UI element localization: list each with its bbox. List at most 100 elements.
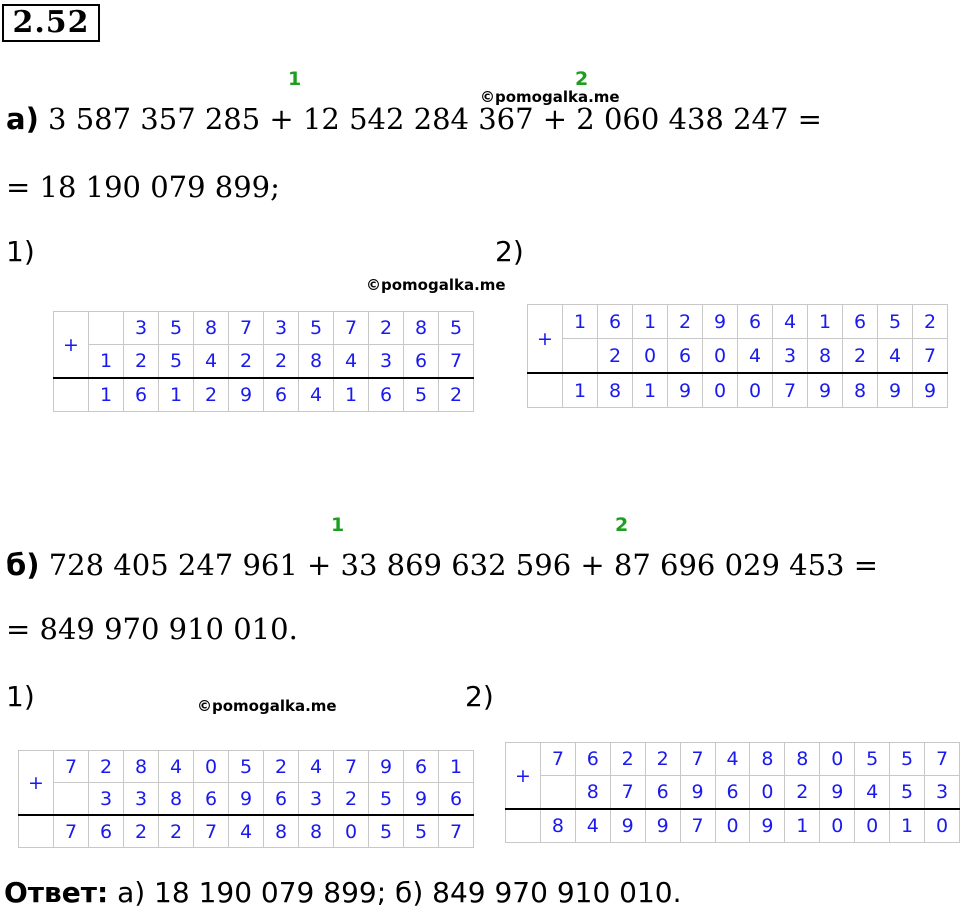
digit-cell: 5 <box>877 304 913 339</box>
digit-cell: 7 <box>193 814 229 848</box>
digit-cell: 1 <box>333 377 369 412</box>
digit-cell: 2 <box>193 377 229 412</box>
part-b-expression-line: б) 728 405 247 961 + 33 869 632 596 + 87… <box>6 548 878 582</box>
part-a-step1-label: 1) <box>6 235 35 268</box>
digit-cell: 8 <box>842 372 878 408</box>
answer-line: Ответ: а) 18 190 079 899; б) 849 970 910… <box>4 876 682 909</box>
digit-cell: 8 <box>298 814 334 848</box>
digit-cell <box>562 338 598 374</box>
digit-cell: 9 <box>807 372 843 408</box>
digit-cell: 6 <box>644 775 681 810</box>
digit-cell: 1 <box>88 344 124 379</box>
digit-cell: 9 <box>702 304 738 339</box>
digit-cell: 5 <box>158 311 194 345</box>
digit-cell: 2 <box>88 750 124 783</box>
answer-text: а) 18 190 079 899; б) 849 970 910 010. <box>108 876 682 909</box>
digit-cell: 1 <box>158 377 194 412</box>
digit-cell: 5 <box>854 742 891 776</box>
empty-cell <box>505 808 541 843</box>
digit-cell: 2 <box>667 304 703 339</box>
digit-cell: 6 <box>737 304 773 339</box>
addend-row-1: +7 6 2 2 7 4 8 8 0 5 5 7 <box>505 742 960 810</box>
digit-cell: 4 <box>854 775 891 810</box>
part-b-step2-label: 2) <box>465 680 494 713</box>
digit-cell: 0 <box>854 808 891 843</box>
part-a-step2-label: 2) <box>495 235 524 268</box>
digit-cell: 2 <box>263 750 299 783</box>
watermark: ©pomogalka.me <box>366 276 506 294</box>
digit-cell: 2 <box>158 814 194 848</box>
digit-cell: 8 <box>298 344 334 379</box>
digit-cell: 7 <box>53 814 89 848</box>
digit-cell: 0 <box>737 372 773 408</box>
digit-cell: 4 <box>333 344 369 379</box>
digit-cell: 7 <box>912 338 948 374</box>
part-b-expression: 728 405 247 961 + 33 869 632 596 + 87 69… <box>48 548 879 582</box>
digit-cell: 6 <box>842 304 878 339</box>
digit-cell: 8 <box>539 808 576 843</box>
digit-cell: 5 <box>889 775 926 810</box>
digit-cell: 7 <box>438 814 474 848</box>
digit-cell: 4 <box>714 742 751 776</box>
digit-cell: 1 <box>632 372 668 408</box>
answer-label: Ответ: <box>4 876 109 909</box>
digit-cell: 1 <box>562 304 598 339</box>
carry-digit-1: 1 <box>288 68 302 90</box>
addend-row-1: +3 5 8 7 3 5 7 2 8 5 <box>53 311 474 379</box>
digit-cell: 8 <box>263 814 299 848</box>
part-a-step1-table: +3 5 8 7 3 5 7 2 8 5 1 2 5 4 2 2 8 4 3 6 7 1 6 1 2 9 6 4 1 6 5 2 <box>53 311 474 412</box>
digit-cell: 6 <box>714 775 751 810</box>
digit-cell: 2 <box>368 311 404 345</box>
digit-cell: 4 <box>298 377 334 412</box>
digit-cell: 4 <box>193 344 229 379</box>
digit-cell: 0 <box>632 338 668 374</box>
digit-cell: 0 <box>714 808 751 843</box>
digit-cell: 6 <box>263 377 299 412</box>
digit-cell: 6 <box>193 782 229 816</box>
digit-cell: 8 <box>574 775 611 810</box>
part-b-step1-label: 1) <box>6 680 35 713</box>
digit-cell: 7 <box>228 311 264 345</box>
digit-cell: 2 <box>609 742 646 776</box>
digit-cell: 1 <box>784 808 821 843</box>
digit-cell: 5 <box>889 742 926 776</box>
digit-cell: 6 <box>123 377 159 412</box>
digit-cell: 0 <box>749 775 786 810</box>
empty-cell <box>527 372 563 408</box>
digit-cell: 4 <box>737 338 773 374</box>
digit-cell: 9 <box>609 808 646 843</box>
digit-cell: 0 <box>702 338 738 374</box>
plus-sign: + <box>53 311 89 379</box>
digit-cell: 0 <box>819 808 856 843</box>
digit-cell: 8 <box>749 742 786 776</box>
part-b-step2-table: +7 6 2 2 7 4 8 8 0 5 5 7 8 7 6 9 6 0 2 9 4 5 3 8 4 9 9 7 0 9 1 0 0 1 0 <box>505 742 960 843</box>
digit-cell: 0 <box>333 814 369 848</box>
watermark: ©pomogalka.me <box>197 697 337 715</box>
digit-cell: 8 <box>158 782 194 816</box>
digit-cell: 1 <box>889 808 926 843</box>
digit-cell: 8 <box>597 372 633 408</box>
digit-cell: 1 <box>438 750 474 783</box>
digit-cell: 9 <box>228 782 264 816</box>
digit-cell: 6 <box>597 304 633 339</box>
digit-cell: 3 <box>88 782 124 816</box>
digit-cell: 4 <box>877 338 913 374</box>
digit-cell: 0 <box>819 742 856 776</box>
problem-number: 2.52 <box>2 4 100 42</box>
digit-cell: 2 <box>263 344 299 379</box>
watermark: ©pomogalka.me <box>480 88 620 106</box>
digit-cell: 7 <box>333 750 369 783</box>
digit-cell: 9 <box>644 808 681 843</box>
digit-cell: 7 <box>438 344 474 379</box>
digit-cell: 2 <box>784 775 821 810</box>
part-b-step1-table: +7 2 8 4 0 5 2 4 7 9 6 1 3 3 8 6 9 6 3 2 5 9 6 7 6 2 2 7 4 8 8 0 5 5 7 <box>18 750 474 848</box>
digit-cell: 3 <box>263 311 299 345</box>
digit-cell: 4 <box>158 750 194 783</box>
digit-cell: 8 <box>123 750 159 783</box>
digit-cell: 1 <box>88 377 124 412</box>
carry-digit-2: 2 <box>615 514 629 536</box>
part-b-label: б) <box>6 548 40 582</box>
digit-cell: 0 <box>924 808 960 843</box>
